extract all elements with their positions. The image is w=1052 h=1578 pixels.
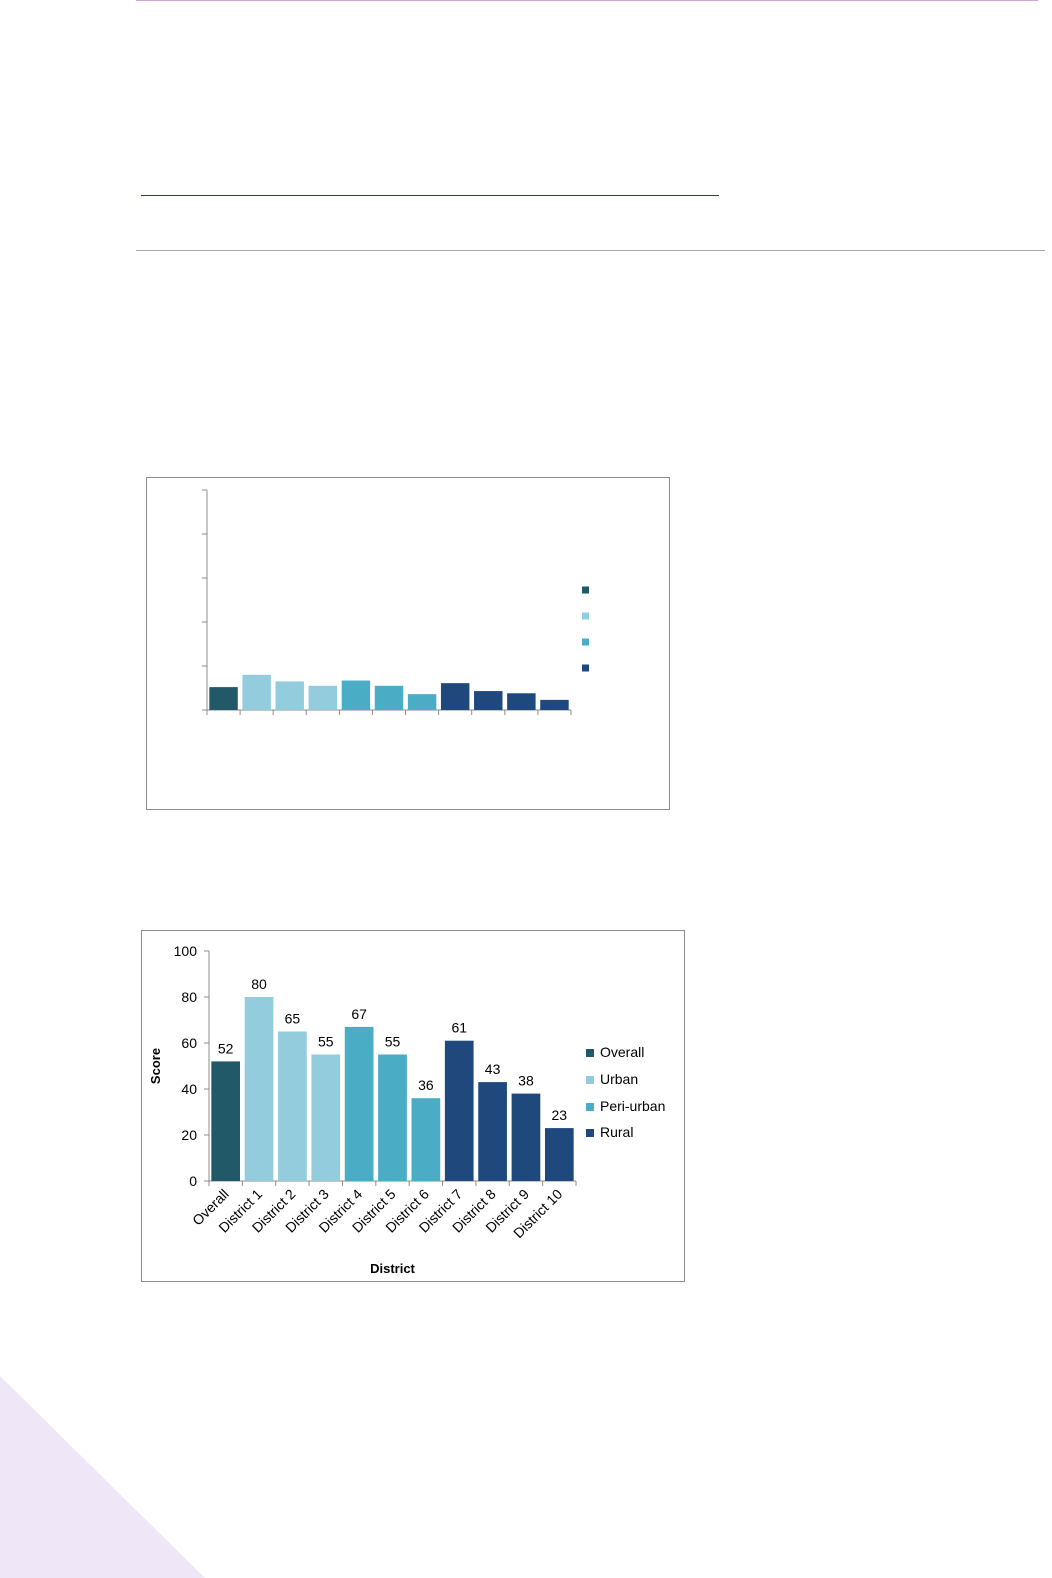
bar-item-8	[440, 683, 470, 710]
bar-item-10	[507, 693, 536, 710]
data-label: 55	[385, 1034, 401, 1050]
bar-district-7	[444, 1040, 474, 1181]
data-label: 52	[218, 1040, 234, 1056]
bar-item-4	[308, 685, 338, 710]
bar-district-8	[478, 1082, 507, 1181]
bar-district-2	[278, 1031, 307, 1181]
data-label: 55	[318, 1034, 334, 1050]
data-label: 38	[518, 1073, 534, 1089]
bar-district-5	[378, 1054, 407, 1181]
legend-swatch	[586, 1076, 594, 1084]
y-axis-title: Score	[148, 1048, 163, 1084]
link-underline	[141, 195, 719, 196]
section-divider	[136, 250, 1045, 251]
bar-item-11	[540, 699, 569, 710]
bar-district-1	[244, 997, 274, 1181]
chart-1-svg	[202, 489, 589, 715]
legend-label: Peri-urban	[600, 1098, 665, 1114]
bar-overall	[211, 1061, 241, 1181]
y-tick-label: 20	[181, 1127, 197, 1143]
data-label: 23	[552, 1107, 568, 1123]
legend-swatch	[582, 638, 589, 646]
data-label: 80	[251, 976, 267, 992]
bar-district-3	[311, 1054, 341, 1181]
bar-item-1	[209, 687, 238, 710]
y-tick-label: 60	[181, 1035, 197, 1051]
bar-item-5	[341, 680, 371, 710]
legend-label: Overall	[600, 1044, 644, 1060]
legend-swatch	[586, 1049, 594, 1057]
bar-district-4	[344, 1026, 374, 1181]
data-label: 67	[351, 1006, 367, 1022]
bar-item-7	[407, 694, 437, 710]
bar-district-10	[544, 1128, 574, 1181]
legend-swatch	[582, 664, 589, 672]
legend-swatch	[586, 1129, 594, 1137]
legend-label: Urban	[600, 1071, 638, 1087]
bar-item-6	[374, 685, 404, 710]
data-label: 43	[485, 1061, 501, 1077]
bar-district-6	[411, 1098, 441, 1181]
top-divider	[136, 0, 1038, 1]
decorative-corner-shape	[0, 1376, 205, 1578]
legend-swatch	[586, 1103, 594, 1111]
bar-item-3	[275, 681, 304, 710]
legend-swatch	[582, 612, 589, 620]
data-label: 61	[451, 1020, 467, 1036]
chart-2-frame: 0 20 40 60 80 100 52 Overall 80 District 1 65 Distr…	[141, 930, 685, 1282]
legend-swatch	[582, 586, 589, 594]
data-label: 65	[285, 1011, 301, 1027]
y-tick-label: 40	[181, 1081, 197, 1097]
data-label: 36	[418, 1077, 434, 1093]
bar-item-2	[242, 674, 271, 710]
y-tick-label: 80	[181, 989, 197, 1005]
chart-1-frame	[146, 477, 670, 810]
y-tick-label: 100	[174, 943, 198, 959]
x-axis-title: District	[370, 1261, 415, 1276]
bar-item-9	[474, 691, 503, 710]
legend-label: Rural	[600, 1124, 633, 1140]
bar-district-9	[511, 1093, 541, 1181]
y-tick-label: 0	[189, 1173, 197, 1189]
